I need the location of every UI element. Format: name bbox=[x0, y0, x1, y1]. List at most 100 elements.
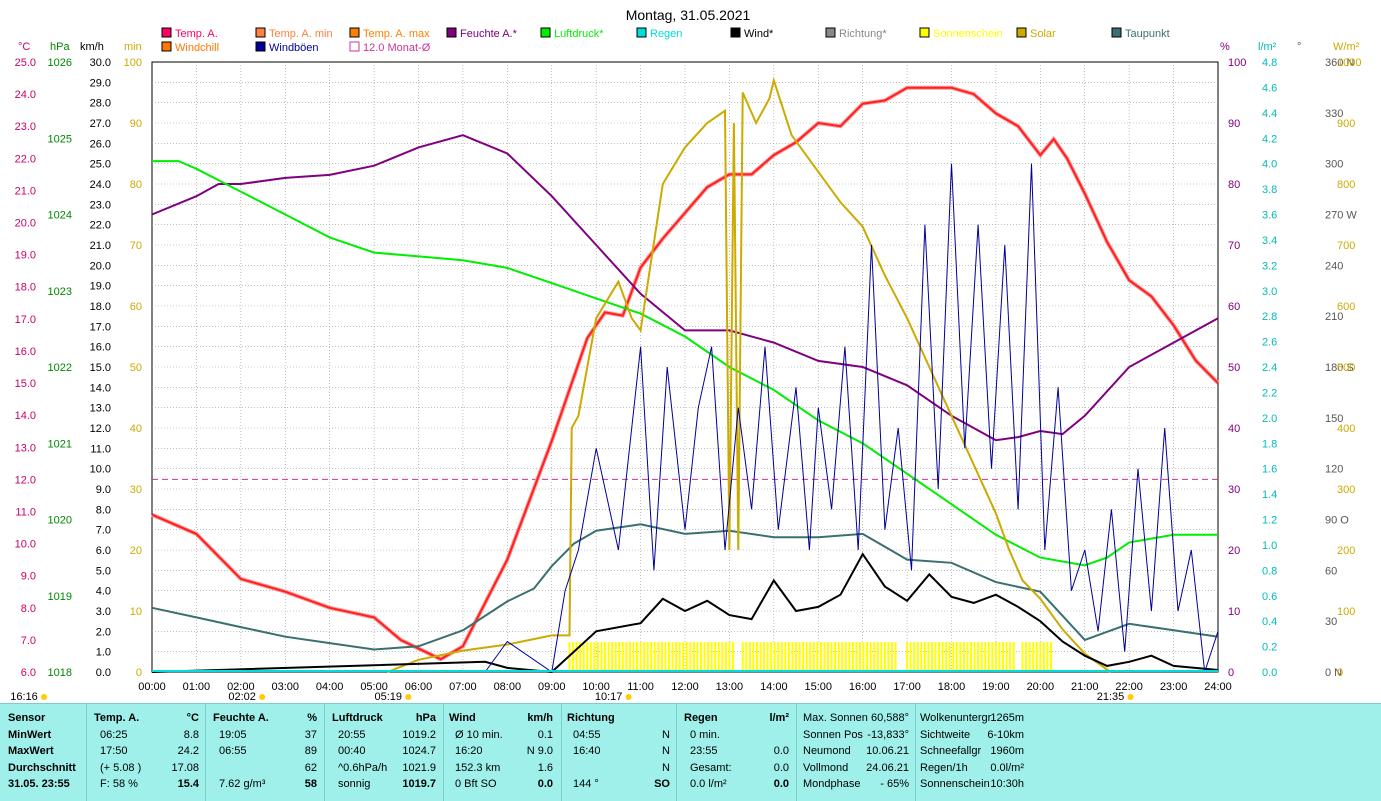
hum-avg-value: 62 bbox=[304, 761, 317, 774]
stats-avg-label: Durchschnitt bbox=[8, 761, 76, 774]
wind-tick-label: 3.0 bbox=[96, 606, 111, 618]
temp-tick-label: 10.0 bbox=[15, 539, 36, 551]
rain-max-value: 0.0 bbox=[773, 745, 789, 757]
x-tick-label: 03:00 bbox=[271, 681, 299, 693]
temp-tick-label: 13.0 bbox=[15, 442, 36, 454]
legend-swatch bbox=[1016, 27, 1027, 38]
sun-marker-icon bbox=[259, 694, 266, 700]
legend-swatch bbox=[349, 27, 360, 38]
direction-tick-label: 0 N bbox=[1325, 667, 1342, 679]
x-tick-label: 20:00 bbox=[1027, 681, 1055, 693]
rain-header: Regen bbox=[684, 712, 718, 724]
x-tick-label: 08:00 bbox=[494, 681, 522, 693]
legend-label: Taupunkt bbox=[1125, 28, 1170, 40]
grid bbox=[151, 61, 1219, 673]
temp-tick-label: 19.0 bbox=[15, 250, 36, 262]
dir-max-time: 16:40 bbox=[573, 745, 601, 757]
rain-unit: l/m² bbox=[769, 712, 789, 724]
axes: 25.0 24.0 23.0 22.0 21.0 20.0 19.0 18.0 17.0 16.0… bbox=[10, 41, 1361, 703]
x-tick-label: 18:00 bbox=[938, 681, 966, 693]
humidity-tick-label: 90 bbox=[1228, 118, 1240, 130]
x-tick-label: 24:00 bbox=[1204, 681, 1232, 693]
rain-tick-label: 3.4 bbox=[1262, 235, 1277, 247]
wind-tick-label: 10.0 bbox=[90, 464, 111, 476]
press-avg-value: 1021.9 bbox=[402, 761, 436, 774]
temp-avg-delta: (+ 5.08 ) bbox=[100, 761, 142, 774]
legend-swatch bbox=[730, 27, 741, 38]
rain-tick-label: 0.8 bbox=[1262, 565, 1277, 577]
astro-full-moon-value: 24.06.21 bbox=[866, 761, 909, 774]
wind-tick-label: 28.0 bbox=[90, 98, 111, 110]
wind-unit: km/h bbox=[527, 712, 553, 724]
legend-swatch bbox=[255, 41, 266, 52]
rain-tick-label: 2.8 bbox=[1262, 311, 1277, 323]
sun-minutes-tick-label: 80 bbox=[130, 179, 142, 191]
dir-header: Richtung bbox=[567, 712, 615, 724]
temp-tick-label: 17.0 bbox=[15, 314, 36, 326]
wind-tick-label: 15.0 bbox=[90, 362, 111, 374]
solar-tick-label: 300 bbox=[1337, 484, 1355, 496]
sun-minutes-tick-label: 20 bbox=[130, 545, 142, 557]
rain-tick-label: 3.8 bbox=[1262, 184, 1277, 196]
sun-marker-icon bbox=[41, 694, 47, 700]
humidity-unit-label: % bbox=[1220, 41, 1230, 53]
legend-swatch bbox=[349, 41, 360, 52]
humidity-tick-label: 70 bbox=[1228, 240, 1240, 252]
misc-visibility-label: Sichtweite bbox=[920, 728, 971, 741]
x-tick-label: 05:00 bbox=[360, 681, 388, 693]
stats-temp-column: Temp. A. °C 06:25 8.8 17:50 24.2 (+ 5.08 ) 1… bbox=[94, 710, 199, 793]
dir-degrees: 144 ° bbox=[573, 778, 599, 790]
pressure-tick-label: 1019 bbox=[48, 591, 72, 603]
hum-max-value: 89 bbox=[304, 745, 317, 757]
event-marker-label: 16:16 bbox=[10, 691, 38, 703]
solar-tick-label: 800 bbox=[1337, 179, 1355, 191]
event-marker-label: 02:02 bbox=[228, 691, 256, 703]
press-forecast: sonnig bbox=[338, 778, 371, 790]
x-tick-label: 17:00 bbox=[893, 681, 921, 693]
misc-rain-hour-label: Regen/1h bbox=[920, 761, 968, 774]
misc-snow-line-value: 1960m bbox=[990, 745, 1024, 757]
legend-swatch bbox=[825, 27, 836, 38]
x-tick-label: 19:00 bbox=[982, 681, 1010, 693]
sun-minutes-tick-label: 70 bbox=[130, 240, 142, 252]
press-current-value: 1019.7 bbox=[402, 778, 436, 790]
direction-tick-label: 120 bbox=[1325, 464, 1343, 476]
legend-label: Solar bbox=[1030, 28, 1056, 40]
legend-swatch bbox=[161, 41, 172, 52]
series-line-feuchte-a- bbox=[151, 134, 1219, 442]
sun-minutes-tick-label: 50 bbox=[130, 362, 142, 374]
rain-current-value: 0.0 bbox=[773, 778, 789, 790]
x-tick-label: 12:00 bbox=[671, 681, 699, 693]
x-tick-label: 16:00 bbox=[849, 681, 877, 693]
stats-pressure-column: Luftdruck hPa 20:55 1019.2 00:40 1024.7 ^0.… bbox=[332, 710, 436, 793]
humidity-tick-label: 80 bbox=[1228, 179, 1240, 191]
temp-current-value: 15.4 bbox=[177, 778, 199, 790]
wind-current-value: 0.0 bbox=[537, 778, 553, 790]
weather-chart: 25.0 24.0 23.0 22.0 21.0 20.0 19.0 18.0 17.0 16.0… bbox=[10, 7, 1361, 703]
wind-tick-label: 21.0 bbox=[90, 240, 111, 252]
stats-sensor-column: Sensor MinWert MaxWert Durchschnitt 31.0… bbox=[8, 710, 84, 793]
temp-tick-label: 20.0 bbox=[15, 218, 36, 230]
wind-unit-label: km/h bbox=[80, 41, 104, 53]
pressure-tick-label: 1018 bbox=[48, 667, 72, 679]
series-line-temp-a- bbox=[151, 86, 1219, 661]
x-tick-label: 06:00 bbox=[405, 681, 433, 693]
press-unit: hPa bbox=[415, 712, 436, 724]
event-marker-label: 05:19 bbox=[375, 691, 403, 703]
humidity-tick-label: 60 bbox=[1228, 301, 1240, 313]
wind-tick-label: 7.0 bbox=[96, 525, 111, 537]
x-tick-label: 21:00 bbox=[1071, 681, 1099, 693]
stats-astro-column: Max. Sonnen 60,588° Sonnen Pos -13,833° Ne… bbox=[803, 710, 909, 793]
misc-rain-hour-value: 0.0l/m² bbox=[990, 761, 1024, 774]
legend-swatch bbox=[446, 27, 457, 38]
rain-amount: 0.0 l/m² bbox=[690, 778, 727, 790]
press-max-time: 00:40 bbox=[338, 745, 366, 757]
rain-tick-label: 3.2 bbox=[1262, 260, 1277, 272]
pressure-tick-label: 1024 bbox=[48, 210, 72, 222]
temp-unit-label: °C bbox=[18, 41, 30, 53]
humidity-tick-label: 20 bbox=[1228, 545, 1240, 557]
wind-tick-label: 17.0 bbox=[90, 321, 111, 333]
rain-unit-label: l/m² bbox=[1258, 41, 1277, 53]
stats-misc-column: Wolkenuntergr 1265m Sichtweite 6-10km Schn… bbox=[920, 710, 1024, 793]
temp-tick-label: 15.0 bbox=[15, 378, 36, 390]
